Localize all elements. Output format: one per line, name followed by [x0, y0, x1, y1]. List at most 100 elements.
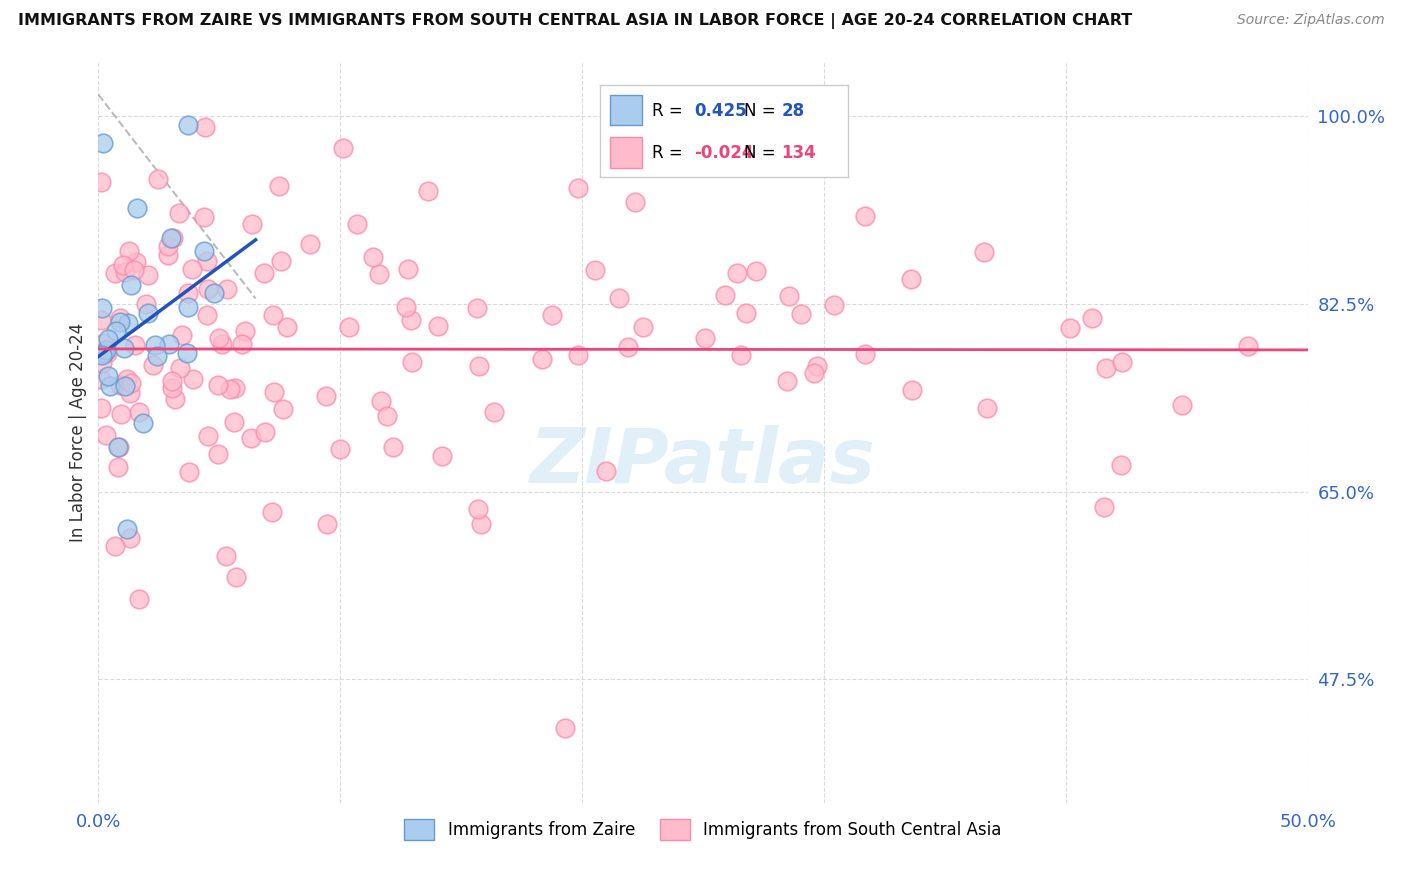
Point [132, 416, 155, 430]
Point [115, 372, 138, 386]
Point [145, 349, 167, 363]
Point [1095, 361, 1118, 376]
Point [208, 331, 231, 345]
Point [224, 381, 246, 395]
Point [114, 265, 136, 279]
Point [595, 464, 617, 478]
Point [730, 348, 752, 362]
Point [263, 384, 285, 399]
Point [396, 262, 419, 277]
Point [470, 516, 492, 531]
Point [1092, 500, 1115, 514]
Point [583, 263, 606, 277]
Point [197, 429, 219, 443]
Point [128, 591, 150, 606]
Point [118, 244, 141, 258]
Point [160, 382, 183, 396]
Point [107, 440, 129, 454]
Text: Source: ZipAtlas.com: Source: ZipAtlas.com [1237, 13, 1385, 28]
Text: IMMIGRANTS FROM ZAIRE VS IMMIGRANTS FROM SOUTH CENTRAL ASIA IN LABOR FORCE | AGE: IMMIGRANTS FROM ZAIRE VS IMMIGRANTS FROM… [18, 13, 1132, 29]
Legend: Immigrants from Zaire, Immigrants from South Central Asia: Immigrants from Zaire, Immigrants from S… [398, 813, 1008, 847]
Point [382, 440, 405, 454]
Point [467, 501, 489, 516]
Point [176, 300, 198, 314]
Point [135, 296, 157, 310]
Point [401, 355, 423, 369]
Point [607, 291, 630, 305]
Point [136, 268, 159, 282]
Point [122, 262, 145, 277]
Point [202, 286, 225, 301]
Point [160, 374, 183, 388]
Point [215, 282, 238, 296]
Point [118, 532, 141, 546]
Point [142, 358, 165, 372]
Point [105, 324, 128, 338]
Point [262, 308, 284, 322]
Point [617, 340, 640, 354]
Point [120, 376, 142, 390]
Point [377, 409, 399, 423]
Point [117, 522, 139, 536]
Point [104, 539, 127, 553]
Point [418, 185, 440, 199]
Point [90, 313, 112, 327]
Point [853, 209, 876, 223]
Point [96, 345, 118, 359]
Point [193, 244, 215, 259]
Point [298, 237, 321, 252]
Point [430, 449, 453, 463]
Point [214, 549, 236, 563]
Point [332, 141, 354, 155]
Point [900, 272, 922, 286]
Point [94, 343, 117, 357]
Point [468, 359, 491, 373]
Point [207, 447, 229, 461]
Point [734, 306, 756, 320]
Point [1111, 355, 1133, 369]
Point [790, 307, 813, 321]
Point [329, 442, 352, 456]
Point [316, 516, 339, 531]
Point [163, 392, 186, 406]
Point [94, 427, 117, 442]
Point [146, 172, 169, 186]
Point [361, 250, 384, 264]
Point [194, 120, 217, 134]
Point [1109, 458, 1132, 472]
Y-axis label: In Labor Force | Age 20-24: In Labor Force | Age 20-24 [69, 323, 87, 542]
Point [169, 206, 191, 220]
Point [242, 217, 264, 231]
Point [90, 175, 112, 189]
Point [1059, 320, 1081, 334]
Point [110, 377, 132, 392]
Point [195, 308, 218, 322]
Point [117, 316, 139, 330]
Point [170, 327, 193, 342]
Point [624, 194, 647, 209]
Text: ZIPatlas: ZIPatlas [530, 425, 876, 500]
Point [179, 465, 201, 479]
Point [567, 348, 589, 362]
Point [156, 239, 179, 253]
Point [193, 211, 215, 225]
Point [176, 346, 198, 360]
Point [110, 407, 132, 421]
Point [169, 360, 191, 375]
Point [91, 136, 114, 150]
Point [97, 368, 120, 383]
Point [337, 320, 360, 334]
Point [181, 372, 204, 386]
Point [426, 318, 449, 333]
Point [253, 425, 276, 440]
Point [181, 262, 204, 277]
Point [225, 570, 247, 584]
Point [159, 231, 181, 245]
Point [162, 230, 184, 244]
Point [108, 315, 131, 329]
Point [233, 324, 256, 338]
Point [127, 201, 149, 215]
Point [107, 459, 129, 474]
Point [901, 383, 924, 397]
Point [776, 374, 799, 388]
